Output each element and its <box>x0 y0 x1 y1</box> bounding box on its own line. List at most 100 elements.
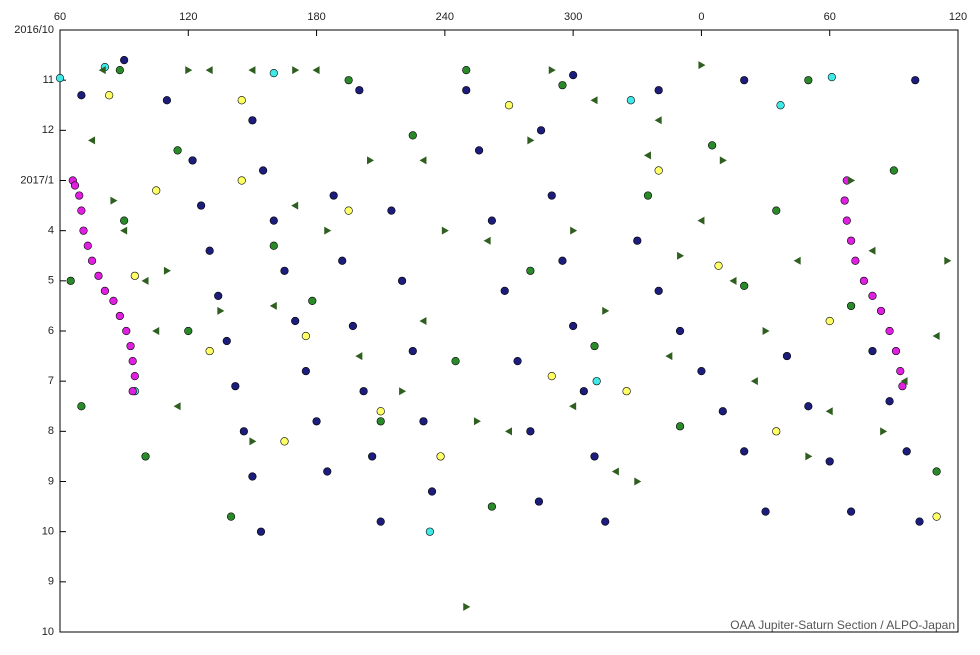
data-point <box>654 286 663 295</box>
data-point <box>677 251 685 260</box>
data-point <box>291 316 300 326</box>
y-tick-label: 2017/1 <box>20 174 54 186</box>
data-point <box>932 512 941 521</box>
data-point <box>718 407 727 416</box>
y-tick-label: 7 <box>48 375 54 387</box>
annotation: OAA Jupiter-Saturn Section / ALPO-Japan <box>730 618 955 632</box>
data-point <box>344 76 353 85</box>
data-point <box>527 136 535 145</box>
data-point <box>643 151 651 160</box>
data-point <box>419 156 427 165</box>
x-tick-label: 60 <box>54 11 66 23</box>
data-point <box>163 266 171 275</box>
plot-frame <box>59 29 959 633</box>
y-tick-label: 2016/10 <box>14 24 54 36</box>
data-point <box>611 467 619 476</box>
data-point <box>88 136 96 145</box>
data-point <box>633 236 642 245</box>
data-point <box>547 372 556 381</box>
y-tick-label: 4 <box>48 225 54 237</box>
data-point <box>115 66 124 75</box>
data-point <box>77 91 86 100</box>
data-point <box>944 256 952 265</box>
data-point <box>851 256 860 265</box>
data-point <box>804 76 813 85</box>
data-point <box>66 276 75 285</box>
data-point <box>75 191 84 200</box>
data-point <box>483 236 491 245</box>
data-point <box>729 276 737 285</box>
data-point <box>248 472 257 481</box>
data-point <box>896 367 905 376</box>
data-point <box>128 357 137 366</box>
data-point <box>301 331 310 341</box>
data-point <box>237 96 246 105</box>
x-tick-label: 120 <box>949 11 967 23</box>
data-point <box>772 427 781 436</box>
data-point <box>269 216 278 225</box>
x-tick-label: 240 <box>436 11 454 23</box>
data-point <box>772 206 781 215</box>
data-point <box>558 81 567 90</box>
data-point <box>197 201 206 210</box>
data-point <box>312 66 320 75</box>
data-point <box>654 86 663 95</box>
data-point <box>462 66 471 75</box>
data-point <box>205 246 214 255</box>
data-point <box>513 357 522 366</box>
data-point <box>130 372 139 381</box>
data-point <box>762 327 770 335</box>
data-point <box>547 191 556 200</box>
data-point <box>256 527 266 536</box>
data-point <box>500 286 509 295</box>
data-point <box>188 156 197 165</box>
data-point <box>308 296 317 306</box>
data-point <box>367 156 375 165</box>
data-point <box>840 196 849 205</box>
y-tick-label: 10 <box>42 626 54 638</box>
data-point <box>902 447 911 456</box>
data-point <box>291 201 299 210</box>
data-point <box>105 91 114 100</box>
data-point <box>675 422 685 431</box>
data-point <box>579 387 588 396</box>
data-point <box>697 367 706 376</box>
data-point <box>911 76 920 85</box>
data-point <box>348 321 358 331</box>
data-point <box>185 66 193 75</box>
data-point <box>312 417 321 426</box>
data-point <box>115 311 124 321</box>
data-point <box>932 467 941 476</box>
data-point <box>675 326 685 336</box>
data-point <box>868 246 876 255</box>
data-point <box>654 116 662 125</box>
data-point <box>425 527 434 536</box>
data-point <box>79 226 88 235</box>
y-tick-label: 9 <box>48 576 54 588</box>
data-point <box>100 286 109 295</box>
data-point <box>120 226 128 235</box>
data-point <box>249 437 257 446</box>
data-point <box>898 382 907 391</box>
data-point <box>122 326 131 336</box>
data-point <box>463 602 471 611</box>
data-point <box>885 397 894 406</box>
data-point <box>269 241 278 250</box>
data-point <box>889 166 898 175</box>
data-point <box>846 507 856 516</box>
data-point <box>427 487 437 496</box>
data-point <box>536 126 546 135</box>
data-point <box>141 452 150 461</box>
data-point <box>376 407 385 416</box>
data-point <box>237 176 246 185</box>
data-point <box>885 326 894 336</box>
data-point <box>184 326 193 336</box>
points <box>55 55 952 611</box>
data-point <box>698 61 706 70</box>
data-point <box>842 216 851 225</box>
data-point <box>654 166 663 175</box>
data-point <box>152 186 161 195</box>
y-tick-label: 8 <box>48 425 54 437</box>
data-point <box>697 216 705 225</box>
